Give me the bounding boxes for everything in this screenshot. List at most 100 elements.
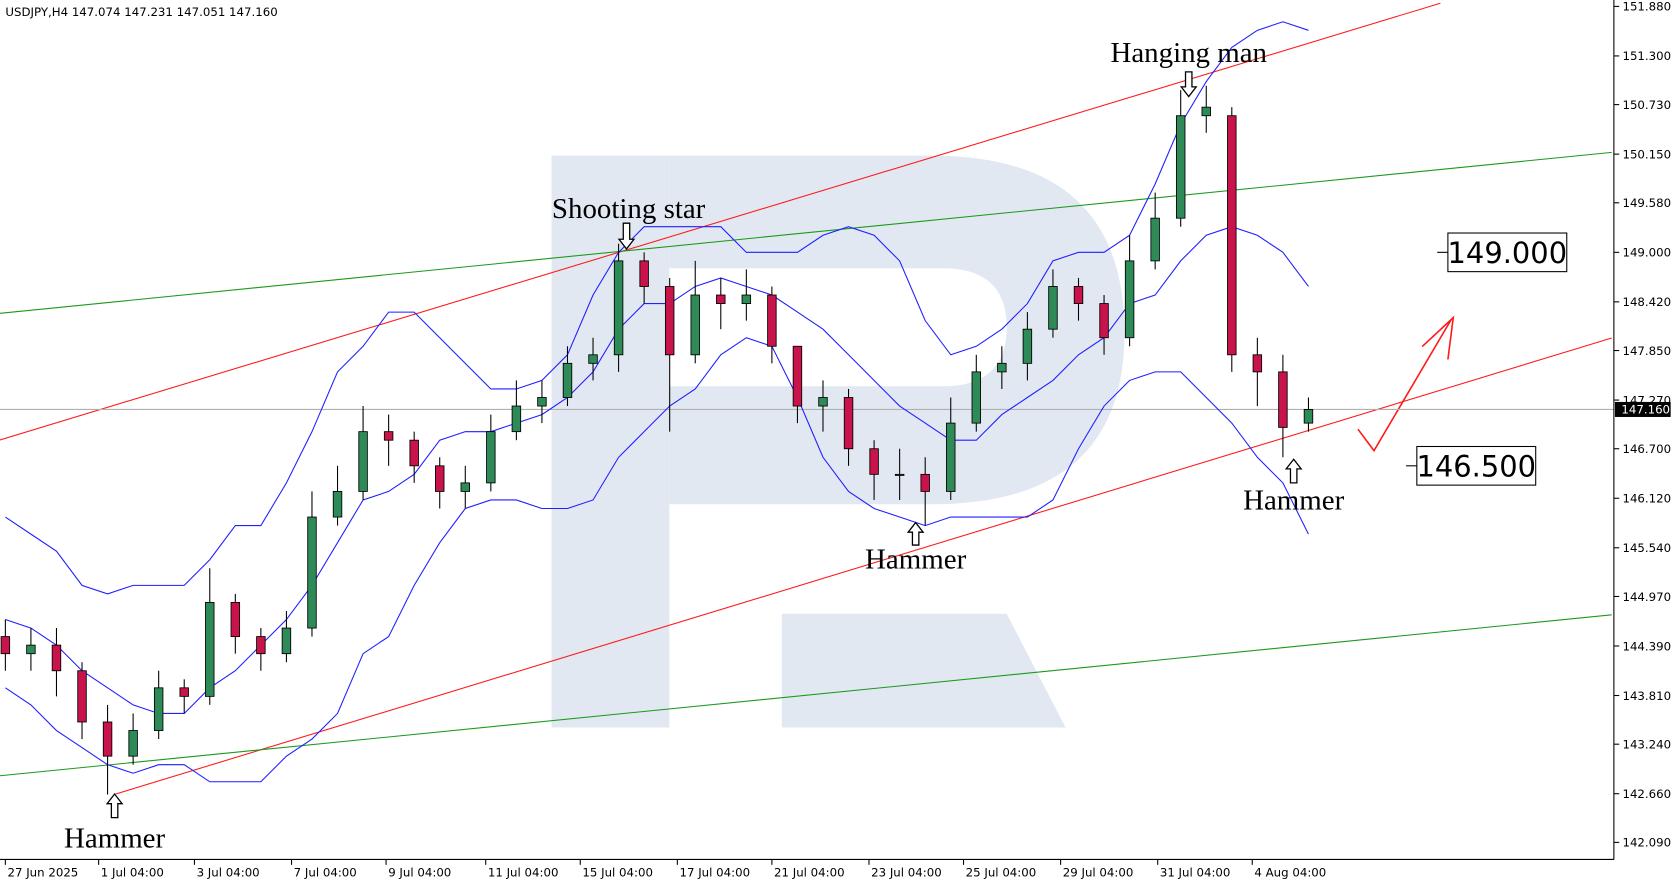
x-tick-label: 29 Jul 04:00: [1063, 866, 1134, 880]
level-label: 146.500: [1416, 450, 1536, 484]
candle-body: [51, 644, 62, 672]
candle-body: [26, 644, 36, 655]
candle-body: [102, 721, 113, 757]
pattern-label: Shooting star: [552, 193, 706, 225]
candle-body: [383, 431, 394, 441]
current-price-box: [1614, 401, 1671, 417]
candle-body: [537, 397, 547, 407]
band-line: [5, 337, 1309, 783]
x-tick-label: 15 Jul 04:00: [582, 866, 653, 880]
x-tick-label: 3 Jul 04:00: [197, 866, 260, 880]
level-box: [1416, 445, 1537, 486]
candle-body: [77, 670, 87, 723]
y-tick-label: 144.970: [1622, 590, 1671, 604]
pattern-label: Hammer: [865, 544, 967, 576]
candle-body: [1201, 106, 1211, 117]
chart-header: USDJPY,H4 147.074 147.231 147.051 147.16…: [5, 5, 277, 19]
x-tick-label: 21 Jul 04:00: [774, 866, 845, 880]
candle-body: [1227, 115, 1237, 356]
pattern-label: Hammer: [64, 823, 166, 855]
candle-body: [1150, 217, 1160, 262]
candle-body: [486, 431, 496, 484]
green-channel-lower: [0, 614, 1612, 777]
level-label: 149.000: [1448, 236, 1568, 270]
candle-body: [997, 362, 1007, 373]
pattern-label: Hanging man: [1110, 37, 1267, 69]
candle-body: [792, 345, 803, 407]
band-line: [5, 226, 1309, 714]
candle-body: [1303, 409, 1314, 424]
candle-body: [409, 439, 419, 467]
band-line: [5, 21, 1309, 595]
candle-body: [588, 354, 598, 364]
candle-body: [894, 473, 905, 476]
y-tick-label: 149.000: [1622, 246, 1671, 260]
candle-body: [971, 371, 982, 424]
candle-body: [562, 362, 573, 398]
y-tick-label: 146.120: [1622, 492, 1671, 506]
candle-body: [153, 687, 164, 731]
candle-body: [1175, 115, 1186, 219]
candle-body: [869, 448, 879, 475]
y-tick-label: 150.150: [1622, 147, 1671, 161]
pattern-arrow: [1179, 71, 1198, 98]
y-tick-label: 149.580: [1622, 196, 1671, 210]
candle-body: [1252, 354, 1263, 373]
y-tick-label: 151.300: [1622, 49, 1671, 63]
candle-body: [741, 294, 752, 304]
annotations: Shooting star Hanging man Hammer Hammer Hamm…: [64, 37, 1568, 855]
candle-body: [920, 473, 930, 492]
candle-body: [843, 397, 854, 450]
x-tick-label: 27 Jun 2025: [8, 866, 79, 880]
candle-body: [460, 482, 470, 492]
y-tick-label: 142.090: [1622, 836, 1671, 850]
candle-body: [613, 260, 624, 356]
candle-body: [1048, 286, 1058, 330]
candle-body: [511, 405, 522, 433]
watermark-leg: [781, 613, 1066, 728]
candle-body: [1073, 286, 1084, 304]
candle-body: [179, 687, 189, 697]
forecast-arrow-head: [1421, 315, 1455, 360]
level-box: [1447, 232, 1568, 273]
y-tick-label: 151.880: [1622, 0, 1671, 14]
candle-body: [332, 490, 343, 518]
x-tick-label: 31 Jul 04:00: [1160, 866, 1231, 880]
pattern-arrow: [906, 521, 925, 546]
y-tick-label: 148.420: [1622, 295, 1671, 309]
pattern-arrow: [105, 792, 124, 819]
candle-body: [664, 286, 675, 356]
pattern-label: Hammer: [1243, 485, 1345, 517]
candle-body: [0, 636, 11, 655]
candle-body: [205, 602, 215, 697]
x-tick-label: 7 Jul 04:00: [294, 866, 357, 880]
y-tick-label: 143.240: [1622, 737, 1671, 751]
x-tick-label: 1 Jul 04:00: [101, 866, 164, 880]
candle-body: [690, 294, 700, 356]
forecast-arrow: [1357, 319, 1452, 453]
candle-body: [1278, 371, 1288, 428]
candle-body: [281, 627, 292, 655]
current-price-label: 147.160: [1621, 403, 1670, 417]
candle-body: [230, 602, 241, 638]
candle-body: [128, 730, 138, 757]
y-tick-label: 142.660: [1622, 787, 1671, 801]
channel-lower: [115, 337, 1612, 795]
y-tick-label: 143.810: [1622, 689, 1671, 703]
candle-body: [639, 260, 649, 287]
y-tick-label: 144.390: [1622, 639, 1671, 653]
candle-body: [358, 431, 368, 492]
candle-body: [256, 636, 266, 655]
watermark-bowl: [669, 155, 1125, 505]
green-channel-upper: [0, 151, 1612, 314]
channel-upper: [0, 2, 1441, 441]
candle-body: [767, 294, 777, 347]
candle-body: [307, 516, 317, 629]
x-tick-label: 17 Jul 04:00: [679, 866, 750, 880]
candle-body: [1124, 260, 1135, 339]
x-tick-label: 25 Jul 04:00: [966, 866, 1037, 880]
candle-body: [1099, 303, 1109, 339]
y-tick-label: 145.540: [1622, 541, 1671, 555]
y-tick-label: 146.700: [1622, 442, 1671, 456]
